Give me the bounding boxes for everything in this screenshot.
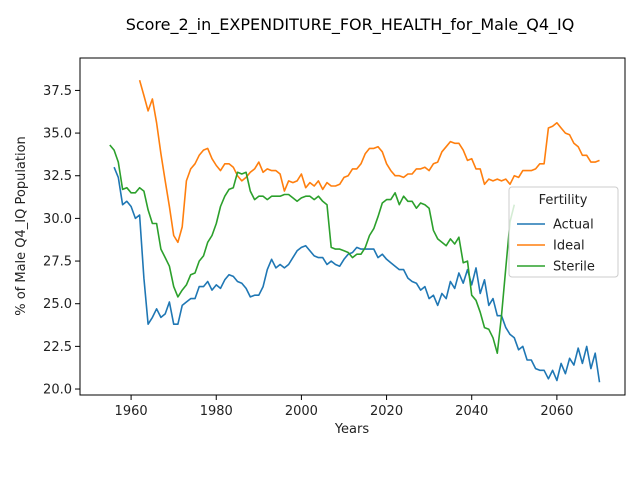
x-tick-label: 2020: [370, 404, 403, 419]
y-axis-label: % of Male Q4_IQ Population: [14, 136, 29, 316]
legend-box: [508, 186, 619, 278]
y-tick-label: 20.0: [43, 383, 72, 398]
x-axis: 1960 1980 2000 2020 2040 2060: [115, 395, 573, 419]
series-line-actual: [113, 166, 601, 383]
x-tick-label: 2000: [285, 404, 318, 419]
legend: Fertility Actual Ideal Sterile: [508, 186, 619, 278]
y-tick-label: 22.5: [43, 340, 72, 355]
series-line-ideal: [138, 79, 600, 244]
y-tick-label: 27.5: [43, 255, 72, 270]
legend-title: Fertility: [539, 193, 588, 208]
x-tick-label: 2060: [540, 404, 573, 419]
y-tick-label: 37.5: [43, 84, 72, 99]
y-tick-label: 30.0: [43, 212, 72, 227]
x-tick-label: 1980: [200, 404, 233, 419]
x-tick-label: 1960: [115, 404, 148, 419]
y-tick-label: 32.5: [43, 169, 72, 184]
plot-lines: [109, 79, 601, 383]
y-tick-label: 35.0: [43, 127, 72, 142]
y-axis: 20.0 22.5 25.0 27.5 30.0 32.5 35.0 37.5: [43, 84, 80, 398]
legend-label-ideal: Ideal: [553, 239, 585, 254]
legend-label-sterile: Sterile: [553, 260, 595, 275]
x-axis-label: Years: [334, 422, 370, 437]
chart-title: Score_2_in_EXPENDITURE_FOR_HEALTH_for_Ma…: [126, 15, 575, 35]
plot-area-frame: [79, 57, 626, 396]
y-tick-label: 25.0: [43, 297, 72, 312]
legend-label-actual: Actual: [553, 218, 594, 233]
series-line-sterile: [109, 144, 516, 355]
x-tick-label: 2040: [455, 404, 488, 419]
